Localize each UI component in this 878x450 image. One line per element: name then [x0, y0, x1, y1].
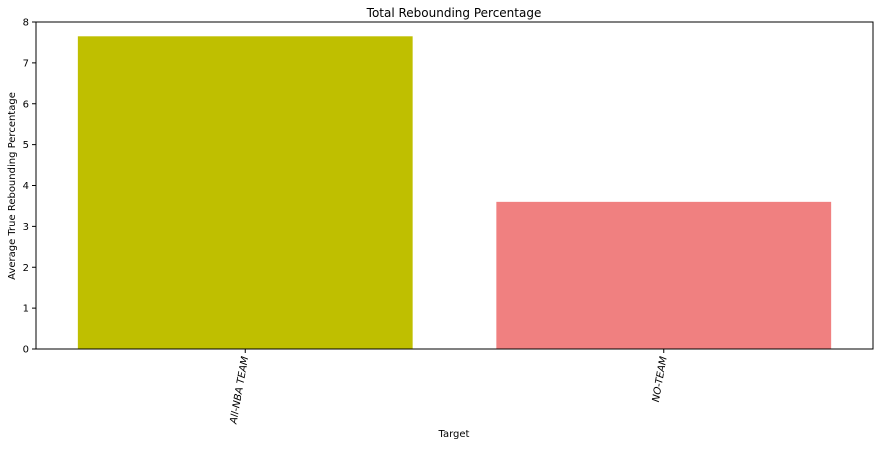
plot-frame — [35, 21, 874, 350]
x-tick-label: NO-TEAM — [651, 355, 670, 403]
x-axis-label: Target — [438, 429, 470, 440]
y-tick-label: 5 — [23, 140, 29, 151]
x-tick-label: All-NBA TEAM — [228, 355, 251, 425]
y-tick-label: 6 — [23, 99, 29, 110]
chart-title: Total Rebounding Percentage — [366, 6, 542, 20]
y-tick-label: 0 — [23, 345, 29, 356]
y-tick-label: 3 — [23, 222, 29, 233]
y-tick-label: 7 — [23, 58, 29, 69]
y-tick-label: 1 — [23, 304, 29, 315]
bar — [496, 201, 832, 349]
y-axis-label: Average True Rebounding Percentage — [7, 92, 18, 280]
y-tick-label: 2 — [23, 263, 29, 274]
y-tick-label: 4 — [23, 181, 29, 192]
y-tick-label: 8 — [23, 18, 29, 29]
bar — [77, 36, 413, 350]
plot-area: All-NBA TEAM NO-TEAM 0 1 2 3 4 5 6 7 8 — [23, 18, 874, 426]
